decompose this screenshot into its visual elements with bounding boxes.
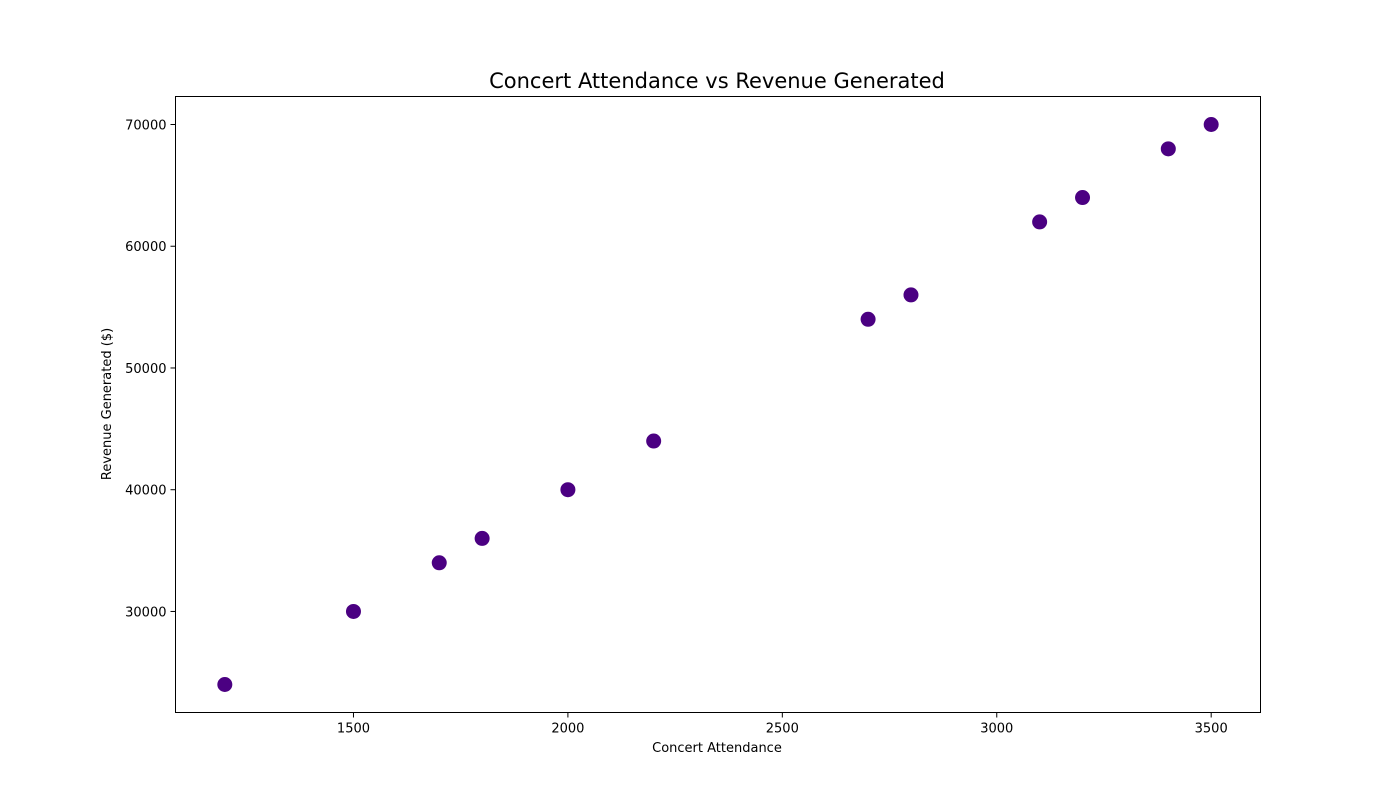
y-tick-label: 60000 [125, 240, 166, 255]
y-tick-label: 40000 [125, 484, 166, 499]
data-point [431, 555, 447, 571]
x-tick-label: 3000 [980, 722, 1013, 737]
y-tick-label: 70000 [125, 119, 166, 134]
chart-title: Concert Attendance vs Revenue Generated [489, 69, 945, 93]
x-tick-label: 2000 [551, 722, 584, 737]
data-point [646, 433, 662, 449]
data-point [217, 677, 233, 692]
data-point [903, 287, 919, 303]
x-tick-label: 1500 [337, 722, 370, 737]
y-axis-label: Revenue Generated ($) [100, 328, 115, 480]
x-tick-label: 2500 [766, 722, 799, 737]
data-point [345, 603, 361, 619]
x-tick-label: 3500 [1195, 722, 1228, 737]
y-tick-label: 50000 [125, 362, 166, 377]
data-point [560, 482, 576, 498]
x-axis-label: Concert Attendance [652, 741, 782, 756]
y-axis: 30000 40000 50000 60000 70000 [125, 119, 176, 620]
data-point [860, 311, 876, 327]
plot-area-frame [175, 96, 1261, 713]
data-point [1032, 214, 1048, 230]
data-point [474, 530, 490, 546]
data-point [1160, 141, 1176, 157]
data-points [217, 117, 1219, 692]
data-point [1075, 190, 1091, 206]
data-point [1203, 117, 1219, 132]
y-tick-label: 30000 [125, 605, 166, 620]
x-axis: 1500 2000 2500 3000 3500 [337, 712, 1228, 737]
